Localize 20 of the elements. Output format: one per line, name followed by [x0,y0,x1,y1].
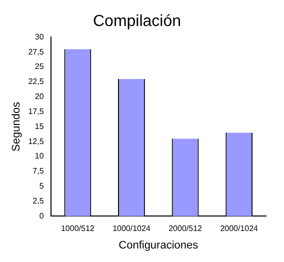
y-tick-label: 0 [39,211,44,220]
x-tick-label: 1000/512 [60,224,95,234]
y-tick-label: 22,5 [28,77,44,86]
y-tick-label: 2,5 [32,196,44,206]
y-tick-label: 10 [34,152,44,161]
chart-title: Compilación [92,13,182,30]
y-tick-label: 15 [34,122,44,131]
y-tick-label: 17,5 [28,106,44,116]
x-tick-label: 1000/1024 [112,224,151,234]
x-tick-label: 2000/512 [168,224,203,234]
y-tick-label: 5 [39,182,44,191]
y-tick-label: 25 [34,62,44,72]
y-tick-label: 12,5 [28,136,44,146]
y-tick-label: 30 [34,32,44,42]
y-tick-label: 7,5 [32,166,44,176]
y-tick-label: 27,5 [28,47,44,56]
x-tick-label: 2000/1024 [220,224,259,234]
y-tick-label: 20 [34,92,44,102]
x-axis-title: Configuraciones [118,239,199,252]
y-axis-title: Segundos [10,101,23,152]
